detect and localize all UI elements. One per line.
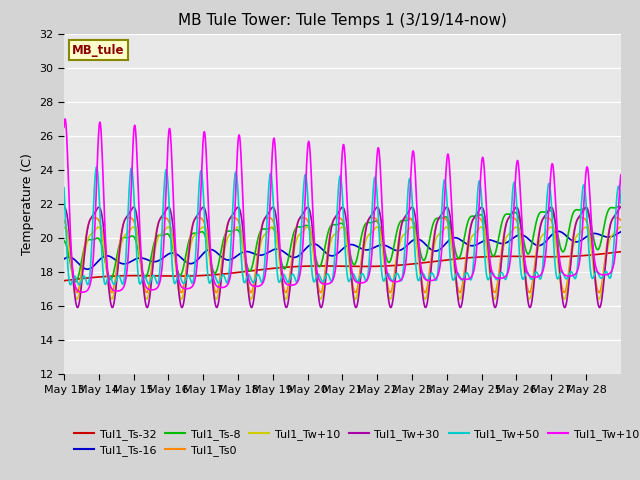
Legend: Tul1_Ts-32, Tul1_Ts-16, Tul1_Ts-8, Tul1_Ts0, Tul1_Tw+10, Tul1_Tw+30, Tul1_Tw+50,: Tul1_Ts-32, Tul1_Ts-16, Tul1_Ts-8, Tul1_…	[70, 424, 640, 460]
Title: MB Tule Tower: Tule Temps 1 (3/19/14-now): MB Tule Tower: Tule Temps 1 (3/19/14-now…	[178, 13, 507, 28]
Y-axis label: Temperature (C): Temperature (C)	[20, 153, 34, 255]
Text: MB_tule: MB_tule	[72, 44, 125, 57]
